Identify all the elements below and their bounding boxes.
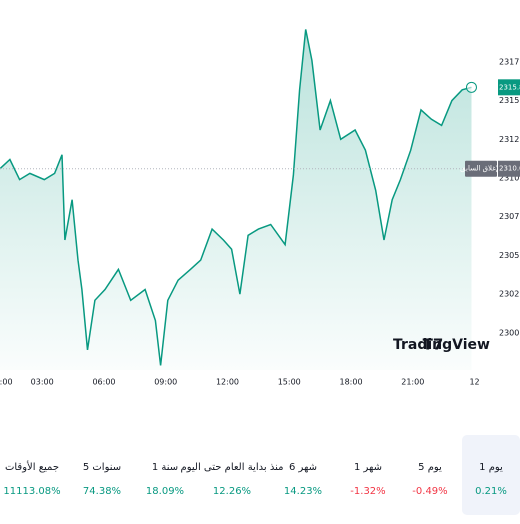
period-label: 5 يوم <box>418 462 442 473</box>
period-label: 1 يوم <box>479 462 503 473</box>
period-label: جميع الأوقات <box>5 460 59 473</box>
period-change: 0.21% <box>475 486 507 497</box>
period-label: 1 سنة <box>152 462 178 473</box>
y-tick-label: 2307.50 <box>499 212 520 221</box>
period-tab[interactable]: 1 شهر -1.32% <box>350 462 385 497</box>
x-tick-label: 15:00 <box>278 378 301 387</box>
y-tick-label: 2312.50 <box>499 135 520 144</box>
period-change: 14.23% <box>284 486 322 497</box>
area <box>0 29 472 371</box>
x-tick-label: 21:00 <box>401 378 424 387</box>
x-tick-label: 12 <box>469 378 479 387</box>
period-tab[interactable]: جميع الأوقات 11113.08% <box>3 460 60 497</box>
period-change: 74.38% <box>83 486 121 497</box>
y-tick-label: 2302.50 <box>499 290 520 299</box>
y-tick-label: 2300.00 <box>499 328 520 337</box>
period-tab[interactable]: منذ بداية العام حتى اليوم 12.26% <box>181 462 284 497</box>
y-tick-label: 2315.00 <box>499 96 520 105</box>
period-tab[interactable]: 5 يوم -0.49% <box>412 462 447 497</box>
period-label: 6 شهر <box>289 462 317 473</box>
period-label: 1 شهر <box>354 462 382 473</box>
x-tick-label: 06:00 <box>92 378 115 387</box>
x-tick-label: 09:00 <box>154 378 177 387</box>
y-tick-label: 2317.50 <box>499 57 520 66</box>
last-point <box>465 81 477 93</box>
line <box>0 29 472 366</box>
x-tick-label: 03:00 <box>31 378 54 387</box>
previous-close-tag <box>465 160 497 177</box>
period-change: 11113.08% <box>3 486 60 497</box>
last-price-label: 2315.86 <box>499 83 520 91</box>
period-change: -1.32% <box>350 486 385 497</box>
period-tab[interactable]: 5 سنوات 74.38% <box>83 462 121 497</box>
period-tab[interactable]: 1 يوم 0.21% <box>475 462 507 497</box>
period-label: 5 سنوات <box>83 462 121 473</box>
x-tick-label: 18:00 <box>339 378 362 387</box>
period-tab[interactable]: 6 شهر 14.23% <box>284 462 322 497</box>
brand: TradingView <box>393 337 490 353</box>
period-label: منذ بداية العام حتى اليوم <box>181 462 284 473</box>
active-period-bg <box>462 435 520 515</box>
previous-close-label: 2310.60 <box>499 165 520 173</box>
period-change: 18.09% <box>146 486 184 497</box>
x-tick-label: 01:00 <box>0 378 13 387</box>
y-tick-label: 2305.00 <box>499 251 520 260</box>
last-price-badge <box>498 79 520 96</box>
period-change: -0.49% <box>412 486 447 497</box>
period-change: 12.26% <box>213 486 251 497</box>
brand-logo: T7 <box>423 336 444 354</box>
previous-close-name: الإغلاق السابق <box>460 165 502 173</box>
previous-close-badge <box>498 160 520 177</box>
x-tick-label: 12:00 <box>216 378 239 387</box>
y-tick-label: 2310.00 <box>499 174 520 183</box>
period-tab[interactable]: 1 سنة 18.09% <box>146 462 184 497</box>
